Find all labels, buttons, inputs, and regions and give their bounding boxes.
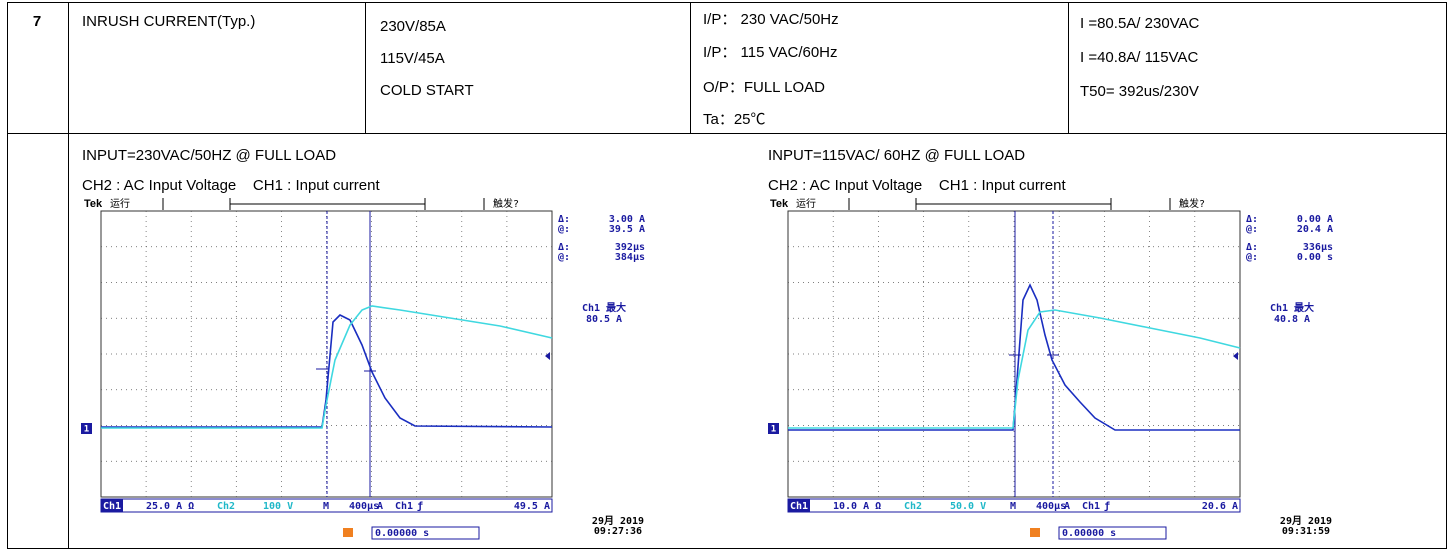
ch1-tag [101,499,123,512]
status-text: 20.6 A [1202,501,1238,512]
oscilloscope: INPUT=115VAC/ 60HZ @ FULL LOAD CH2 : AC I… [768,147,1333,540]
trig-pos-box [371,526,480,540]
channel-marker: 1 [771,425,776,435]
status-text: Ch1 [1082,501,1100,512]
scope-subtitle: CH2 : AC Input Voltage CH1 : Input curre… [82,177,380,194]
header-rule [162,198,485,210]
readout-value: 392µs [615,242,645,253]
readout-label: @: [558,224,570,235]
status-text: M [323,501,329,512]
status-text: Ch1 [790,501,808,512]
header-rule [848,198,1171,210]
result: I =40.8A/ 115VAC [1080,49,1198,66]
scope-subtitle: CH2 : AC Input Voltage CH1 : Input curre… [768,177,1066,194]
time: 09:31:59 [1282,526,1330,537]
status-text: ƒ [1104,501,1110,512]
channel-marker-box [81,423,92,434]
oscilloscope: INPUT=230VAC/50HZ @ FULL LOAD CH2 : AC In… [81,147,645,540]
date: 29月 2019 [592,515,644,527]
item: INRUSH CURRENT(Typ.) [82,13,255,30]
trig-pos-box [1058,526,1167,540]
waveforms [788,211,1241,497]
readout-value: 39.5 A [609,224,645,235]
trigger-position: 0.00000 s [375,528,429,539]
test: I/P： 115 VAC/60Hz [703,44,838,61]
brand: Tek [770,198,789,210]
condition: 115V/45A [380,50,445,67]
result: I =80.5A/ 230VAC [1080,15,1200,32]
cursor-cross [316,368,376,372]
status-text: Ch2 [217,501,235,512]
status-text: 100 V [263,501,293,512]
ch2-trace [788,309,1241,429]
readout-label: @: [558,252,570,263]
channel-marker-box [768,423,779,434]
level-arrow [1233,352,1238,360]
row-number: 7 [33,13,41,30]
readout-label: Δ: [558,242,570,253]
readout-value: 384µs [615,252,645,263]
waveforms [101,211,553,497]
status-text: M [1010,501,1016,512]
readout-label: Δ: [1246,242,1258,253]
status-text: A [1064,501,1070,512]
max-label: Ch1 最大 [582,301,626,314]
trigger-status: 触发? [493,197,519,210]
run-status: 运行 [110,197,130,210]
readout-label: Δ: [1246,214,1258,225]
level-arrow [545,352,550,360]
condition: 230V/85A [380,18,446,35]
readout-value: 0.00 A [1297,214,1333,225]
readout-value: 20.4 A [1297,224,1333,235]
time: 09:27:36 [594,526,642,537]
max-value: 40.8 A [1274,314,1310,325]
trigger-position: 0.00000 s [1062,528,1116,539]
readout-value: 336µs [1303,242,1333,253]
readout-value: 0.00 s [1297,252,1333,263]
status-text: A [377,501,383,512]
status-text: 25.0 A Ω [146,501,194,512]
trig-pos-icon [343,528,353,537]
status-text: 400µs [1036,501,1066,512]
status-text: Ch1 [395,501,413,512]
status-text: 49.5 A [514,501,550,512]
status-text: 50.0 V [950,501,986,512]
channel-marker: 1 [84,425,89,435]
trigger-status: 触发? [1179,197,1205,210]
table-lines [7,2,1447,549]
date: 29月 2019 [1280,515,1332,527]
status-text: ƒ [417,501,423,512]
ch1-tag [788,499,810,512]
max-label: Ch1 最大 [1270,301,1314,314]
status-text: Ch1 [103,501,121,512]
status-text: 10.0 A Ω [833,501,881,512]
condition: COLD START [380,82,474,99]
test: O/P：FULL LOAD [703,79,825,96]
readout-label: Δ: [558,214,570,225]
readout-label: @: [1246,224,1258,235]
run-status: 运行 [796,197,816,210]
test: Ta：25℃ [703,111,766,128]
status-text: Ch2 [904,501,922,512]
result: T50= 392us/230V [1080,83,1199,100]
ch1-trace [788,283,1240,431]
test: I/P： 230 VAC/50Hz [703,11,839,28]
ch2-trace [101,305,553,429]
table-border [7,2,1447,549]
max-value: 80.5 A [586,314,622,325]
trig-pos-icon [1030,528,1040,537]
scope-title: INPUT=230VAC/50HZ @ FULL LOAD [82,147,336,164]
scope-title: INPUT=115VAC/ 60HZ @ FULL LOAD [768,147,1025,164]
status-text: 400µs [349,501,379,512]
readout-value: 3.00 A [609,214,645,225]
readout-label: @: [1246,252,1258,263]
brand: Tek [84,198,103,210]
